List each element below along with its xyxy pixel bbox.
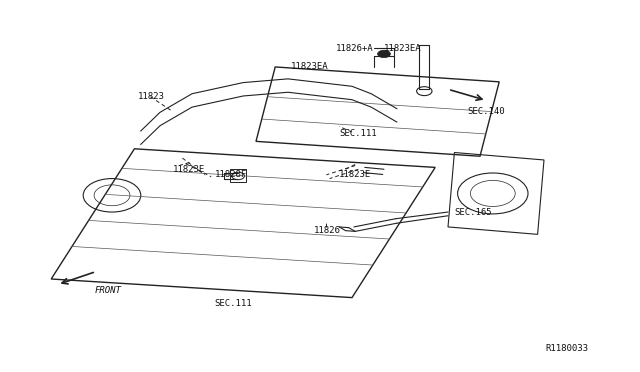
Circle shape [378, 50, 390, 58]
Text: 11823EA: 11823EA [384, 44, 422, 53]
Text: SEC.165: SEC.165 [454, 208, 492, 217]
Text: SEC.111: SEC.111 [339, 129, 377, 138]
Text: SEC.140: SEC.140 [467, 107, 505, 116]
Text: 11826+A: 11826+A [336, 44, 374, 53]
Text: SEC.111: SEC.111 [214, 299, 252, 308]
Text: 11823E: 11823E [173, 165, 205, 174]
Text: 11823: 11823 [138, 92, 164, 101]
Text: 11826: 11826 [314, 226, 340, 235]
Text: 11823E: 11823E [339, 170, 371, 179]
Text: 11823EA: 11823EA [291, 62, 329, 71]
Text: FRONT: FRONT [95, 286, 122, 295]
Text: R1180033: R1180033 [546, 344, 589, 353]
Text: 11828F: 11828F [214, 170, 246, 179]
